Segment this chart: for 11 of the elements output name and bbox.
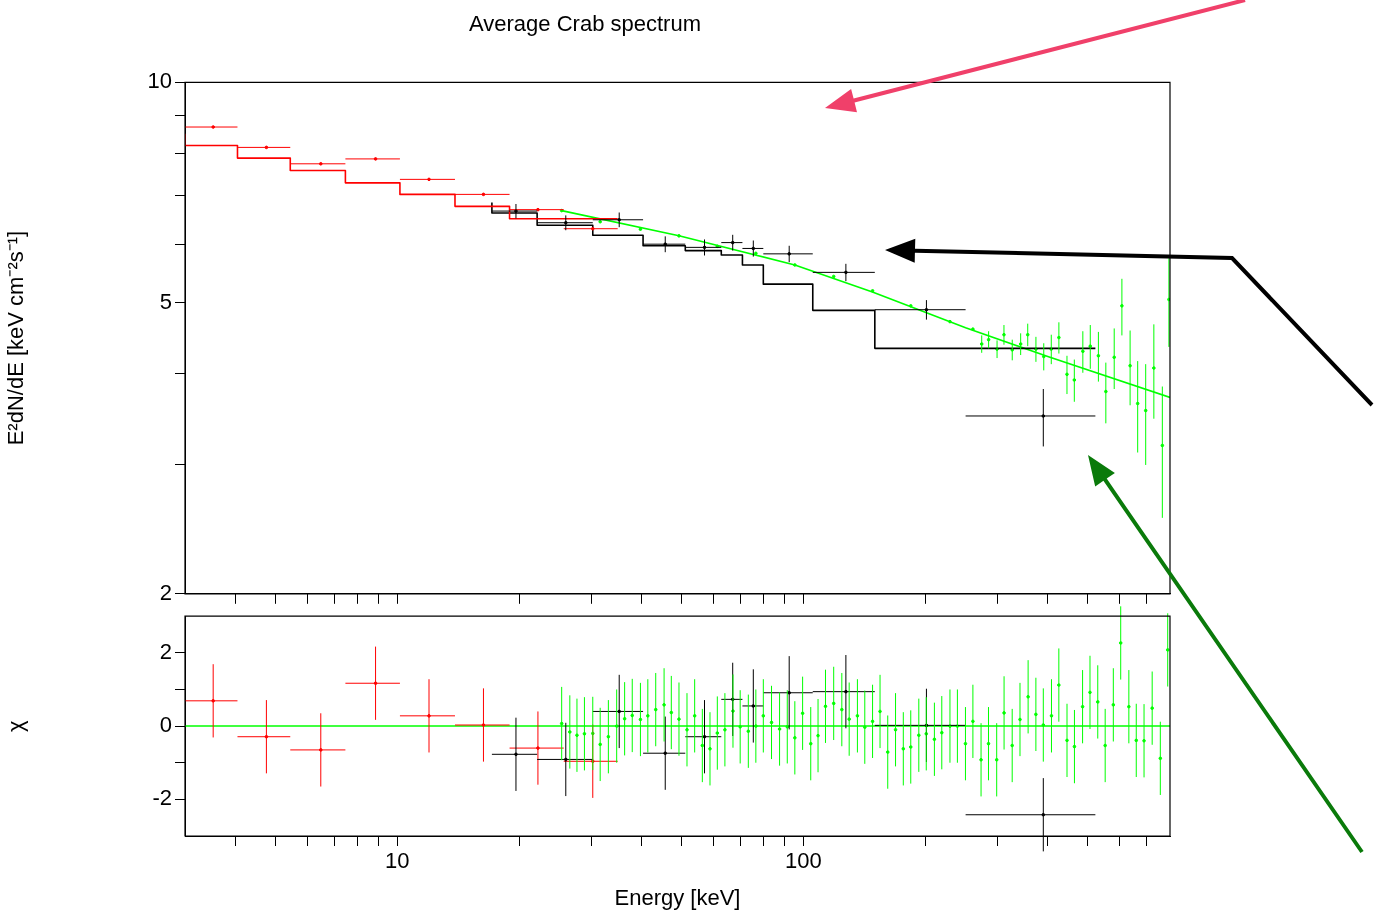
y-axis-title: E²dN/dE [keV cm⁻²s⁻¹] — [3, 230, 29, 446]
x-axis-title: Energy [keV] — [614, 884, 741, 910]
chart-title: Average Crab spectrum — [469, 11, 701, 37]
y-tick-label: 5 — [159, 288, 172, 314]
y-axis-title: χ — [3, 719, 29, 732]
x-tick-label: 100 — [784, 848, 822, 874]
y-tick-label: 0 — [159, 712, 172, 738]
y-tick-label: 2 — [159, 638, 172, 664]
y-tick-label: 2 — [159, 579, 172, 605]
y-tick-label: -2 — [152, 785, 172, 811]
y-tick-label: 10 — [147, 68, 172, 94]
